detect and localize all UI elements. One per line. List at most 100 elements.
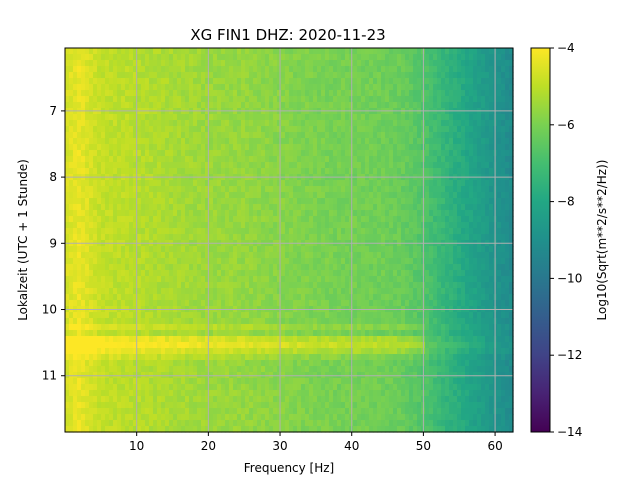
heatmap-cell xyxy=(205,96,210,103)
heatmap-cell xyxy=(93,144,98,151)
heatmap-cell xyxy=(365,300,370,307)
heatmap-cell xyxy=(505,66,510,73)
heatmap-cell xyxy=(397,48,402,55)
heatmap-cell xyxy=(237,126,242,133)
heatmap-cell xyxy=(453,210,458,217)
heatmap-cell xyxy=(157,312,162,319)
heatmap-cell xyxy=(441,90,446,97)
heatmap-cell xyxy=(177,270,182,277)
heatmap-cell xyxy=(177,132,182,139)
heatmap-cell xyxy=(309,246,314,253)
heatmap-cell xyxy=(441,126,446,133)
heatmap-cell xyxy=(289,270,294,277)
heatmap-cell xyxy=(505,84,510,91)
heatmap-cell xyxy=(125,246,130,253)
heatmap-cell xyxy=(377,96,382,103)
heatmap-cell xyxy=(249,204,254,211)
heatmap-cell xyxy=(449,276,454,283)
heatmap-cell xyxy=(205,198,210,205)
heatmap-cell xyxy=(85,138,90,145)
heatmap-cell xyxy=(305,204,310,211)
heatmap-cell xyxy=(397,234,402,241)
heatmap-cell xyxy=(293,54,298,61)
heatmap-cell xyxy=(273,90,278,97)
heatmap-cell xyxy=(469,150,474,157)
heatmap-cell xyxy=(405,180,410,187)
heatmap-cell xyxy=(337,132,342,139)
heatmap-cell xyxy=(217,150,222,157)
heatmap-cell xyxy=(237,114,242,121)
heatmap-cell xyxy=(237,84,242,91)
heatmap-cell xyxy=(369,144,374,151)
heatmap-cell xyxy=(361,276,366,283)
heatmap-cell xyxy=(253,66,258,73)
heatmap-cell xyxy=(509,204,514,211)
heatmap-cell xyxy=(205,150,210,157)
heatmap-cell xyxy=(217,138,222,145)
heatmap-cell xyxy=(117,78,122,85)
heatmap-cell xyxy=(345,126,350,133)
heatmap-cell xyxy=(505,180,510,187)
heatmap-cell xyxy=(381,300,386,307)
heatmap-cell xyxy=(361,258,366,265)
heatmap-cell xyxy=(193,294,198,301)
heatmap-cell xyxy=(341,234,346,241)
heatmap-cell xyxy=(269,90,274,97)
heatmap-cell xyxy=(269,132,274,139)
heatmap-cell xyxy=(233,234,238,241)
heatmap-cell xyxy=(229,84,234,91)
heatmap-cell xyxy=(509,198,514,205)
heatmap-cell xyxy=(77,282,82,289)
heatmap-cell xyxy=(321,78,326,85)
heatmap-cell xyxy=(417,138,422,145)
heatmap-cell xyxy=(141,48,146,55)
heatmap-cell xyxy=(505,162,510,169)
heatmap-cell xyxy=(173,270,178,277)
heatmap-cell xyxy=(197,276,202,283)
heatmap-cell xyxy=(77,90,82,97)
heatmap-cell xyxy=(397,132,402,139)
heatmap-cell xyxy=(237,102,242,109)
heatmap-cell xyxy=(193,126,198,133)
heatmap-cell xyxy=(317,78,322,85)
heatmap-cell xyxy=(477,246,482,253)
heatmap-cell xyxy=(225,126,230,133)
heatmap-cell xyxy=(249,234,254,241)
heatmap-cell xyxy=(121,282,126,289)
heatmap-cell xyxy=(501,252,506,259)
heatmap-cell xyxy=(145,210,150,217)
heatmap-cell xyxy=(313,90,318,97)
heatmap-cell xyxy=(381,270,386,277)
heatmap-cell xyxy=(341,282,346,289)
heatmap-cell xyxy=(393,186,398,193)
heatmap-cell xyxy=(241,162,246,169)
heatmap-cell xyxy=(117,150,122,157)
heatmap-cell xyxy=(397,72,402,79)
heatmap-cell xyxy=(85,288,90,295)
heatmap-cell xyxy=(173,96,178,103)
heatmap-cell xyxy=(261,276,266,283)
heatmap-cell xyxy=(433,156,438,163)
heatmap-cell xyxy=(501,54,506,61)
heatmap-cell xyxy=(273,180,278,187)
heatmap-cell xyxy=(153,276,158,283)
heatmap-cell xyxy=(157,276,162,283)
heatmap-cell xyxy=(225,258,230,265)
heatmap-cell xyxy=(233,168,238,175)
heatmap-cell xyxy=(89,60,94,67)
heatmap-cell xyxy=(125,252,130,259)
heatmap-cell xyxy=(465,156,470,163)
heatmap-cell xyxy=(301,132,306,139)
heatmap-cell xyxy=(109,312,114,319)
heatmap-cell xyxy=(409,48,414,55)
heatmap-cell xyxy=(169,198,174,205)
heatmap-cell xyxy=(225,96,230,103)
heatmap-cell xyxy=(233,78,238,85)
heatmap-cell xyxy=(193,96,198,103)
heatmap-cell xyxy=(201,168,206,175)
heatmap-cell xyxy=(413,258,418,265)
heatmap-cell xyxy=(377,78,382,85)
heatmap-cell xyxy=(233,132,238,139)
heatmap-cell xyxy=(161,60,166,67)
heatmap-cell xyxy=(389,162,394,169)
